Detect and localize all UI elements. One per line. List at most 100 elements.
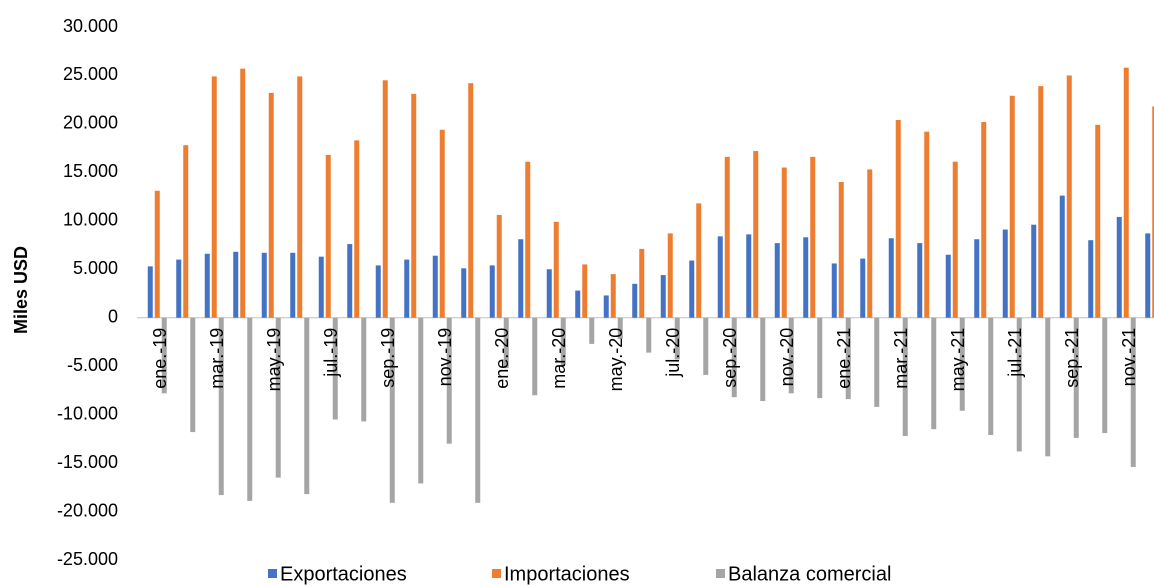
legend-swatch <box>492 569 501 578</box>
bar <box>461 268 467 318</box>
y-tick-label: -20.000 <box>57 500 118 520</box>
bar <box>518 239 524 318</box>
bar <box>945 254 951 318</box>
bar <box>382 80 388 318</box>
bar <box>1002 229 1008 318</box>
y-tick-label: 25.000 <box>63 64 118 84</box>
bar <box>375 265 381 318</box>
bar <box>696 203 702 318</box>
bar <box>275 317 281 478</box>
bar <box>831 263 837 318</box>
bar <box>689 260 695 318</box>
bar <box>753 151 759 318</box>
bar <box>974 239 980 318</box>
bar <box>924 131 930 318</box>
bar <box>952 161 958 318</box>
bar <box>589 317 595 344</box>
x-tick-label: mar.-20 <box>549 328 569 389</box>
bar <box>781 167 787 318</box>
x-tick-label: mar.-21 <box>891 328 911 389</box>
bar <box>1045 317 1051 457</box>
x-tick-label: may.-20 <box>606 328 626 392</box>
bar <box>788 317 794 394</box>
bar <box>161 317 167 394</box>
bar <box>1116 216 1122 318</box>
x-tick-label: nov.-20 <box>777 328 797 387</box>
x-tick-label: mar.-19 <box>207 328 227 389</box>
bar <box>575 290 581 318</box>
bar <box>418 317 424 484</box>
legend-label: Balanza comercial <box>728 563 891 585</box>
bar <box>582 264 588 318</box>
bar <box>1088 240 1094 318</box>
x-tick-label: ene.-21 <box>834 328 854 389</box>
bar <box>361 317 367 422</box>
bar <box>981 121 987 318</box>
y-tick-label: -15.000 <box>57 452 118 472</box>
bar <box>895 120 901 318</box>
bar <box>1095 124 1101 318</box>
bar <box>560 317 566 366</box>
legend-swatch <box>716 569 725 578</box>
bar <box>1009 95 1015 318</box>
bar <box>617 317 623 340</box>
bar <box>724 156 730 318</box>
bar <box>1038 86 1044 318</box>
bar <box>432 255 438 318</box>
bar <box>1016 317 1022 452</box>
x-tick-label: ene.-19 <box>150 328 170 389</box>
y-tick-label: 20.000 <box>63 113 118 133</box>
legend-label: Exportaciones <box>280 563 407 585</box>
bar <box>1031 224 1037 318</box>
bar <box>233 251 239 318</box>
bar <box>803 237 809 318</box>
bar <box>204 253 210 318</box>
bar <box>1152 106 1154 318</box>
bar <box>867 169 873 318</box>
bar <box>838 182 844 318</box>
y-tick-label: 15.000 <box>63 161 118 181</box>
bar <box>503 317 509 369</box>
x-tick-label: nov.-19 <box>435 328 455 387</box>
bar <box>639 248 645 318</box>
y-tick-label: -10.000 <box>57 403 118 423</box>
bar <box>610 274 616 318</box>
bar <box>468 83 474 318</box>
legend-label: Importaciones <box>504 563 630 585</box>
bar <box>1130 317 1136 467</box>
bar <box>532 317 538 396</box>
x-tick-label: nov.-21 <box>1119 328 1139 387</box>
bar <box>176 259 182 318</box>
bar <box>1102 317 1108 434</box>
bar <box>703 317 709 375</box>
x-tick-label: jul.-19 <box>321 328 341 378</box>
bar <box>318 256 324 318</box>
bar <box>489 265 495 318</box>
x-tick-label: ene.-20 <box>492 328 512 389</box>
bar <box>1145 233 1151 318</box>
bar <box>404 259 410 318</box>
bar <box>354 140 360 318</box>
bar <box>347 244 353 318</box>
x-tick-label: may.-19 <box>264 328 284 392</box>
bar <box>261 252 267 318</box>
bar <box>1123 67 1129 318</box>
bar <box>1073 317 1079 438</box>
bar <box>446 317 452 444</box>
bar <box>211 76 217 318</box>
bar <box>240 68 246 318</box>
x-tick-label: sep.-21 <box>1062 328 1082 388</box>
bar <box>297 76 303 318</box>
bar <box>304 317 310 495</box>
bar <box>874 317 880 407</box>
y-tick-label: -5.000 <box>67 355 118 375</box>
bar <box>931 317 937 430</box>
bar <box>774 243 780 318</box>
bar <box>546 269 552 318</box>
bar <box>1066 75 1072 318</box>
bar <box>746 234 752 318</box>
x-tick-label: sep.-19 <box>378 328 398 388</box>
bar <box>496 215 502 318</box>
bar <box>553 221 559 318</box>
